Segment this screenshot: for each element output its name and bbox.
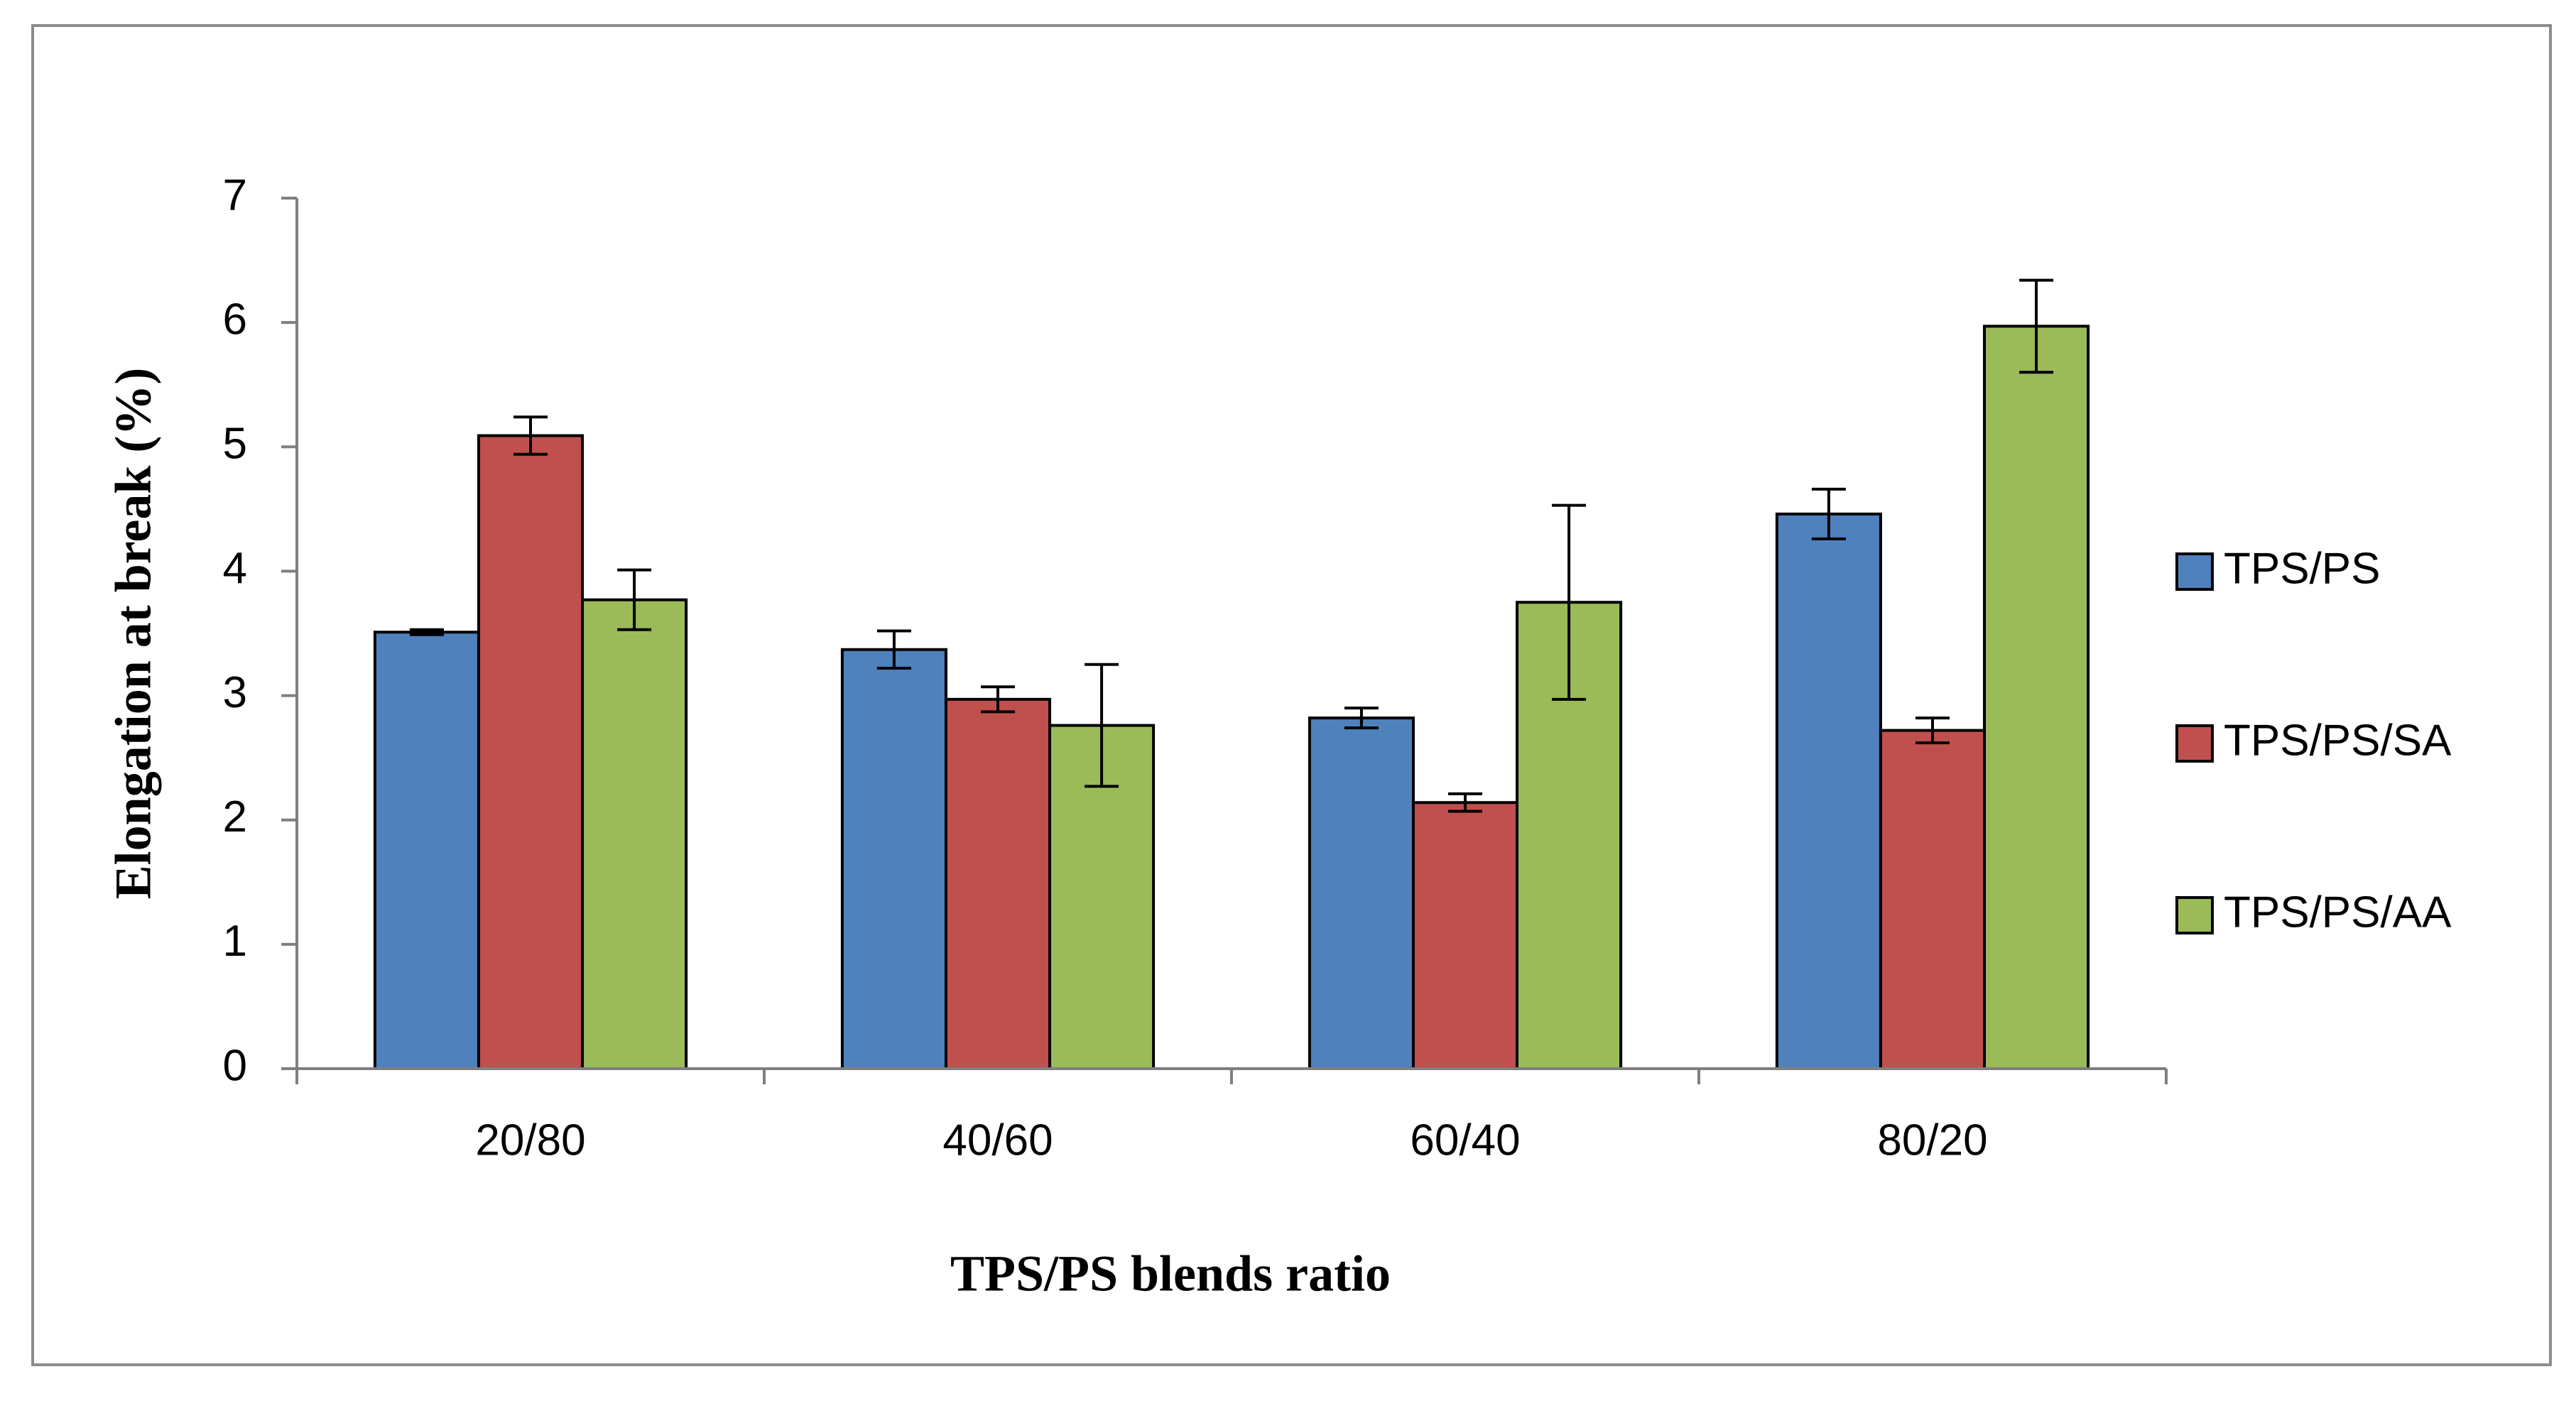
bar-tps-ps-sa-80-20 (1879, 729, 1987, 1071)
x-axis-label: TPS/PS blends ratio (950, 1245, 1391, 1302)
error-bar (409, 628, 444, 636)
bar-tps-ps-sa-60-40 (1411, 801, 1519, 1071)
error-bar (2019, 278, 2054, 374)
legend-item: TPS/PS/SA (2175, 716, 2452, 765)
legend-swatch (2175, 896, 2214, 934)
bar-tps-ps-40-60 (840, 648, 947, 1070)
error-bar (981, 685, 1015, 714)
error-bar (513, 415, 548, 456)
y-tick-label: 3 (223, 668, 247, 717)
legend-item: TPS/PS/AA (2175, 888, 2452, 937)
y-tick-label: 2 (223, 792, 247, 841)
x-tick-label: 80/20 (1877, 1116, 1987, 1165)
x-tick-label: 20/80 (475, 1116, 585, 1165)
error-bar (617, 568, 652, 631)
error-bar (1811, 487, 1846, 540)
y-tick-label: 5 (223, 420, 247, 469)
bar-tps-ps-aa-20-80 (581, 598, 688, 1070)
y-tick-label: 4 (223, 544, 247, 593)
y-tick-label: 0 (223, 1041, 247, 1090)
bar-tps-ps-sa-20-80 (477, 434, 585, 1070)
legend: TPS/PS TPS/PS/SA TPS/PS/AA (2175, 544, 2452, 937)
legend-label: TPS/PS/AA (2224, 888, 2452, 937)
bar-tps-ps-60-40 (1308, 716, 1415, 1071)
legend-label: TPS/PS/SA (2224, 716, 2452, 765)
error-bar (1448, 792, 1482, 813)
error-bar (1915, 716, 1950, 745)
y-tick-label: 6 (223, 295, 247, 344)
error-bar (1552, 503, 1587, 701)
error-bar (1085, 663, 1119, 788)
error-bars-group (409, 278, 2054, 813)
y-axis-label: Elongation at break (%) (105, 368, 162, 900)
y-tick-label: 1 (223, 917, 247, 966)
bar-tps-ps-aa-80-20 (1983, 325, 2090, 1071)
x-tick-label: 40/60 (942, 1116, 1053, 1165)
x-tick-label: 60/40 (1410, 1116, 1520, 1165)
legend-swatch (2175, 724, 2214, 763)
bar-tps-ps-20-80 (373, 631, 480, 1070)
error-bar (1344, 707, 1379, 730)
bar-tps-ps-sa-40-60 (944, 697, 1052, 1070)
legend-label: TPS/PS (2224, 544, 2381, 593)
x-axis-ticks: 20/80 40/60 60/40 80/20 (295, 1069, 2168, 1165)
legend-item: TPS/PS (2175, 544, 2381, 593)
legend-swatch (2175, 552, 2214, 591)
y-tick-label: 7 (223, 170, 247, 219)
error-bar (876, 629, 911, 670)
y-axis-ticks: 0 1 2 3 4 5 6 7 (223, 170, 297, 1090)
bar-tps-ps-80-20 (1775, 512, 1882, 1070)
